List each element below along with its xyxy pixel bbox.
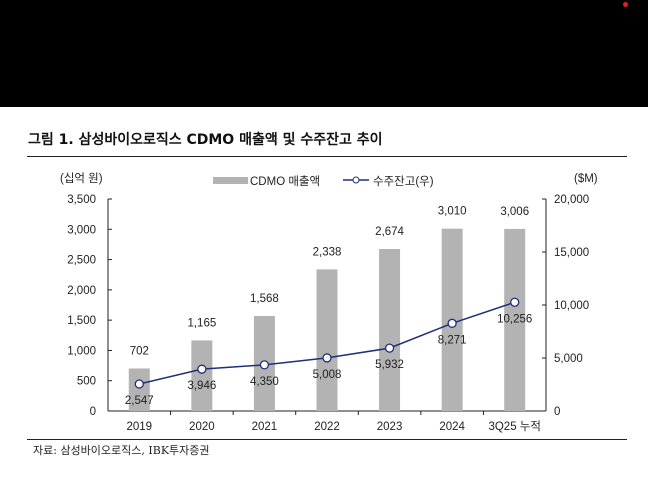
right-tick-label: 20,000 bbox=[554, 194, 589, 206]
top-black-band bbox=[0, 0, 648, 107]
line-label: 3,946 bbox=[187, 380, 216, 392]
bar-label: 3,006 bbox=[500, 206, 529, 218]
bar-label: 2,674 bbox=[375, 226, 404, 238]
left-tick-label: 3,500 bbox=[67, 194, 96, 206]
red-dot-marker bbox=[623, 2, 628, 7]
right-tick-label: 10,000 bbox=[554, 300, 589, 312]
x-tick-label: 2022 bbox=[314, 421, 340, 433]
left-tick-label: 2,500 bbox=[67, 255, 96, 267]
x-tick-label: 2020 bbox=[189, 421, 215, 433]
bar-label: 702 bbox=[130, 345, 149, 357]
x-tick-label: 2024 bbox=[439, 421, 465, 433]
backlog-point bbox=[447, 318, 457, 328]
line-label: 5,932 bbox=[375, 359, 404, 371]
line-label: 8,271 bbox=[438, 334, 467, 346]
bar-label: 3,010 bbox=[438, 206, 467, 218]
right-tick-label: 5,000 bbox=[554, 353, 583, 365]
left-tick-label: 1,000 bbox=[67, 345, 96, 357]
line-label: 10,256 bbox=[497, 313, 532, 325]
bar-label: 1,165 bbox=[187, 317, 216, 329]
backlog-point bbox=[197, 364, 207, 374]
right-tick-label: 15,000 bbox=[554, 247, 589, 259]
left-tick-label: 1,500 bbox=[67, 315, 96, 327]
line-label: 4,350 bbox=[250, 376, 279, 388]
right-axis-label: ($M) bbox=[574, 173, 598, 185]
title-divider bbox=[27, 156, 627, 157]
bar-2023 bbox=[379, 249, 401, 411]
bar-2019 bbox=[128, 368, 150, 411]
bar-label: 1,568 bbox=[250, 293, 279, 305]
x-tick-label: 3Q25 누적 bbox=[488, 420, 541, 433]
bar-3Q25 누적 bbox=[504, 228, 526, 411]
backlog-point bbox=[322, 353, 332, 363]
backlog-point bbox=[510, 297, 520, 307]
x-tick-label: 2023 bbox=[377, 421, 403, 433]
right-tick-label: 0 bbox=[554, 406, 560, 418]
left-tick-label: 500 bbox=[77, 376, 96, 388]
bar-label: 2,338 bbox=[313, 246, 342, 258]
figure-title: 그림 1. 삼성바이오로직스 CDMO 매출액 및 수주잔고 추이 bbox=[28, 132, 383, 148]
line-label: 5,008 bbox=[313, 369, 342, 381]
left-axis-label: (십억 원) bbox=[60, 171, 103, 185]
x-tick-label: 2021 bbox=[252, 421, 278, 433]
backlog-point bbox=[384, 343, 395, 353]
line-label: 2,547 bbox=[125, 395, 154, 407]
bar-2022 bbox=[316, 269, 338, 411]
left-tick-label: 0 bbox=[90, 406, 96, 418]
legend-line-label: 수주잔고(우) bbox=[373, 175, 434, 188]
source-divider bbox=[27, 439, 627, 440]
legend-bar-label: CDMO 매출액 bbox=[250, 175, 320, 188]
left-tick-label: 3,000 bbox=[67, 224, 96, 236]
backlog-point bbox=[134, 379, 144, 389]
legend-bar-swatch bbox=[213, 177, 248, 184]
x-tick-label: 2019 bbox=[126, 421, 152, 433]
bar-2020 bbox=[191, 340, 213, 411]
left-tick-label: 2,000 bbox=[67, 285, 96, 297]
legend-line-marker bbox=[352, 176, 360, 184]
source-note: 자료: 삼성바이오로직스, IBK투자증권 bbox=[33, 444, 210, 457]
backlog-point bbox=[259, 360, 270, 370]
